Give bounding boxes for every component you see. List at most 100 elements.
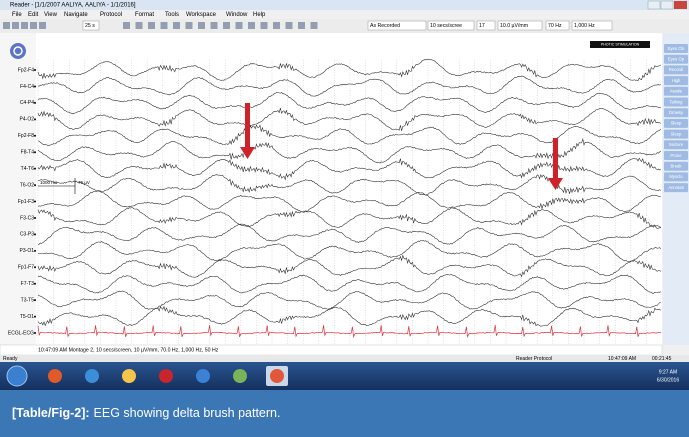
channel-label: T6-O2 <box>20 182 34 188</box>
toolbar-icon[interactable] <box>223 22 230 29</box>
eeg-area <box>0 33 662 345</box>
channel-label: Fp1-F7 <box>18 265 34 271</box>
event-button-label: Drowsy <box>669 110 684 115</box>
channel-label: ECGL-ECG <box>8 330 34 336</box>
toolbar-icon[interactable] <box>298 22 305 29</box>
start-button[interactable] <box>7 366 27 386</box>
channel-marker <box>34 266 36 268</box>
event-button-label: Sleep <box>671 121 682 126</box>
channel-marker <box>34 102 36 104</box>
event-button-label: Break <box>671 164 683 169</box>
channel-marker <box>34 168 36 170</box>
toolbar-icon[interactable] <box>39 22 46 29</box>
toolbar-icon[interactable] <box>286 22 293 29</box>
window-title: Reader - [1/1/2007 AALIYA, AALIYA - 1/1/… <box>10 3 136 9</box>
event-button-label: Myoclo <box>669 174 683 179</box>
channel-marker <box>34 316 36 318</box>
channel-label: P4-O2 <box>20 117 35 123</box>
event-button-label: High <box>672 78 681 83</box>
channel-label: T4-T6 <box>21 166 35 172</box>
toolbar-icon[interactable] <box>261 22 268 29</box>
toolbar-icon[interactable] <box>186 22 193 29</box>
event-button-label: Prone <box>670 153 682 158</box>
toolbar-dropdown-value: 10 secs/scree <box>430 23 462 29</box>
status-protocol: Reader Protocol <box>516 356 552 362</box>
toolbar-icon[interactable] <box>211 22 218 29</box>
taskbar-app-icon <box>196 369 210 383</box>
menu-item[interactable]: Edit <box>28 12 39 18</box>
event-button-label: Talking <box>669 99 683 104</box>
channel-label: P3-O1 <box>20 248 35 254</box>
toolbar-icon[interactable] <box>21 22 28 29</box>
toolbar-dropdown-value: 17 <box>479 23 485 29</box>
toolbar-icon[interactable] <box>248 22 255 29</box>
status-clock: 10:47:09 AM <box>608 356 636 362</box>
toolbar-icon[interactable] <box>198 22 205 29</box>
channel-label: F3-C3 <box>20 215 34 221</box>
channel-label: Fp1-F3 <box>18 199 34 205</box>
amplitude-scale-label: 75 µV <box>78 180 90 185</box>
toolbar-icon[interactable] <box>136 22 143 29</box>
status-elapsed: 00:21:45 <box>652 356 672 362</box>
menu-item[interactable]: Navigate <box>64 12 88 18</box>
toolbar-dropdown-value: As Recorded <box>370 23 400 29</box>
menu-item[interactable]: Help <box>253 12 266 18</box>
taskbar-app-icon <box>48 369 62 383</box>
channel-label: F8-T4 <box>21 150 35 156</box>
menu-item[interactable]: Protocol <box>100 12 122 18</box>
channel-marker <box>34 299 36 301</box>
taskbar-time: 9:27 AM <box>659 369 677 375</box>
menu-item[interactable]: Tools <box>165 12 179 18</box>
channel-marker <box>34 69 36 71</box>
menu-item[interactable]: File <box>12 12 22 18</box>
toolbar-icon[interactable] <box>3 22 10 29</box>
toolbar-icon[interactable] <box>148 22 155 29</box>
taskbar-app-icon <box>233 369 247 383</box>
toolbar-icon[interactable] <box>30 22 37 29</box>
event-button-label: Awake <box>670 89 683 94</box>
channel-marker <box>34 233 36 235</box>
toolbar-icon[interactable] <box>273 22 280 29</box>
event-button-label: Recordi <box>669 67 683 72</box>
minimize-button[interactable] <box>648 1 660 9</box>
event-button-label: Sleep <box>671 131 682 136</box>
channel-label: F7-T3 <box>21 281 35 287</box>
toolbar-icon[interactable] <box>12 22 19 29</box>
toolbar-icon[interactable] <box>123 22 130 29</box>
taskbar-app-icon <box>122 369 136 383</box>
montage-info: 10:47:09 AM Montage 2, 10 secs/screen, 1… <box>38 347 219 353</box>
channel-marker <box>34 118 36 120</box>
channel-marker <box>34 332 36 334</box>
channel-marker <box>34 135 36 137</box>
caption-text: EEG showing delta brush pattern. <box>94 406 281 420</box>
menu-item[interactable]: View <box>44 12 58 18</box>
channel-marker <box>34 250 36 252</box>
channel-label: C3-P3 <box>20 232 34 238</box>
toolbar-icon[interactable] <box>161 22 168 29</box>
channel-marker <box>34 283 36 285</box>
event-button-label: Eyes Clo <box>668 46 685 51</box>
event-button-label: Seizure <box>669 142 684 147</box>
channel-marker <box>34 201 36 203</box>
menu-item[interactable]: Format <box>135 12 154 18</box>
view-button[interactable] <box>10 43 26 59</box>
event-button-label: Eyes Op <box>668 57 685 62</box>
screenshot: Reader - [1/1/2007 AALIYA, AALIYA - 1/1/… <box>0 0 689 437</box>
stimulation-label: PHOTIC STIMULATION <box>601 42 640 46</box>
event-button-label: Annotati <box>668 185 683 190</box>
toolbar-dropdown-value: 1,000 Hz <box>574 23 595 29</box>
channel-marker <box>34 217 36 219</box>
toolbar-icon[interactable] <box>173 22 180 29</box>
toolbar-icon[interactable] <box>236 22 243 29</box>
menu-item[interactable]: Workspace <box>186 12 217 18</box>
menu-item[interactable]: Window <box>226 12 248 18</box>
caption-label: [Table/Fig-2]: <box>12 406 90 420</box>
close-button[interactable] <box>674 1 687 9</box>
time-scale-label: 1000 ms <box>40 180 58 185</box>
taskbar-app-icon <box>270 369 284 383</box>
maximize-button[interactable] <box>661 1 673 9</box>
status-bar <box>0 355 689 362</box>
channel-label: Fp2-F8 <box>18 133 34 139</box>
status-ready: Ready <box>3 356 18 362</box>
toolbar-icon[interactable] <box>311 22 318 29</box>
